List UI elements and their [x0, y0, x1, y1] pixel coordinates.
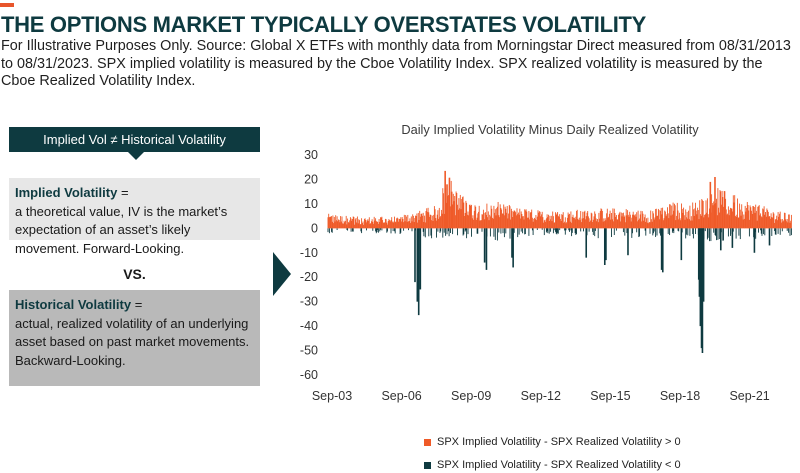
y-tick-label: -40 [300, 319, 318, 333]
title-accent-bar [0, 3, 14, 7]
y-tick-label: -50 [300, 344, 318, 358]
x-tick-label: Sep-09 [451, 389, 491, 403]
x-tick-label: Sep-06 [381, 389, 421, 403]
implied-vol-box: Implied Volatility = a theoretical value… [9, 178, 260, 256]
page-title: THE OPTIONS MARKET TYPICALLY OVERSTATES … [1, 12, 647, 37]
historical-vol-label: Historical Volatility [15, 297, 132, 312]
header-pointer [128, 152, 144, 160]
x-tick-label: Sep-15 [590, 389, 630, 403]
y-tick-label: -10 [300, 246, 318, 260]
historical-vol-text: actual, realized volatility of an underl… [15, 315, 250, 368]
implied-vol-label: Implied Volatility [15, 185, 118, 200]
x-tick-label: Sep-18 [660, 389, 700, 403]
legend-item-positive: SPX Implied Volatility - SPX Realized Vo… [424, 436, 681, 448]
historical-vol-box: Historical Volatility = actual, realized… [9, 290, 260, 386]
vs-label: VS. [123, 266, 146, 282]
y-tick-label: 30 [304, 148, 318, 162]
chart-title: Daily Implied Volatility Minus Daily Rea… [401, 122, 699, 137]
legend-label-negative: SPX Implied Volatility - SPX Realized Vo… [437, 459, 681, 471]
x-tick-label: Sep-21 [729, 389, 769, 403]
y-tick-label: 10 [304, 197, 318, 211]
legend-label-positive: SPX Implied Volatility - SPX Realized Vo… [437, 436, 681, 448]
x-tick-label: Sep-03 [312, 389, 352, 403]
y-tick-label: -60 [300, 368, 318, 382]
implied-vol-text: a theoretical value, IV is the market’s … [15, 203, 228, 256]
x-tick-label: Sep-12 [521, 389, 561, 403]
legend-item-negative: SPX Implied Volatility - SPX Realized Vo… [424, 459, 681, 471]
y-tick-label: 20 [304, 172, 318, 186]
implied-vol-equals: = [117, 185, 129, 200]
comparison-header: Implied Vol ≠ Historical Volatility [9, 127, 260, 152]
y-tick-label: -30 [300, 295, 318, 309]
y-tick-label: 0 [311, 221, 318, 235]
arrow-right-icon [273, 252, 291, 296]
volatility-spread-chart: 30 20 10 0 -10 -20 -30 -40 -50 -60 Sep-03 Sep-06 Sep… [300, 148, 792, 403]
y-tick-label: -20 [300, 270, 318, 284]
historical-vol-equals: = [131, 297, 143, 312]
legend-swatch-negative [424, 461, 431, 469]
page-subtitle: For Illustrative Purposes Only. Source: … [1, 38, 791, 89]
legend-swatch-positive [424, 438, 431, 446]
